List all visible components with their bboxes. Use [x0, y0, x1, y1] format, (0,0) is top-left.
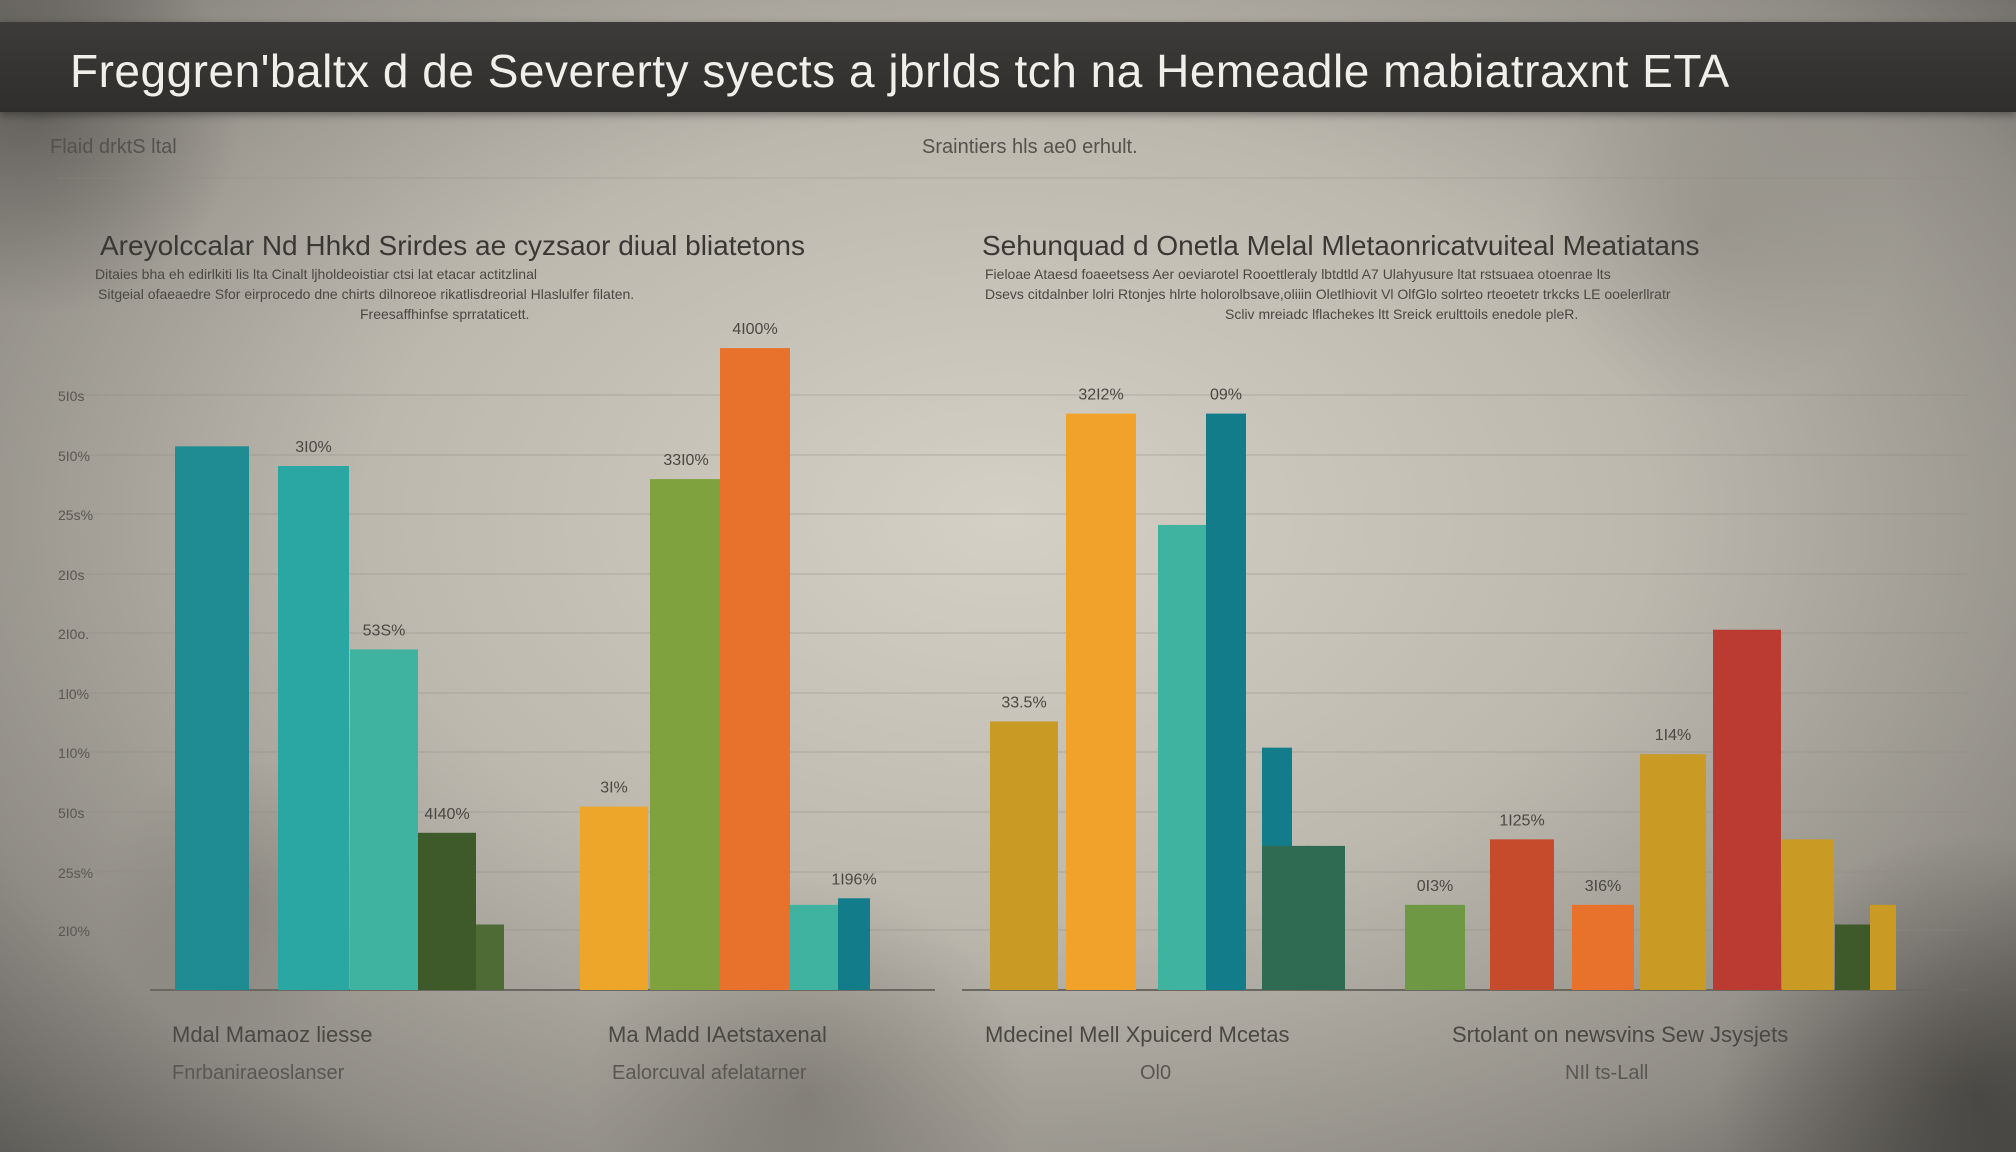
bar: [278, 466, 349, 990]
top-label-left: Flaid drktS ltal: [50, 136, 177, 158]
bar: [1572, 904, 1634, 990]
bar: [1835, 924, 1871, 990]
category-sublabel-4: NIl ts-Lall: [1565, 1062, 1649, 1084]
bar: [650, 479, 722, 990]
data-label: 1I4%: [1655, 727, 1691, 744]
panel-title-left: Areyolccalar Nd Hhkd Srirdes ae cyzsaor …: [100, 230, 805, 261]
category-sublabel-2: Ealorcuval afelatarner: [612, 1062, 807, 1084]
bar: [990, 721, 1058, 990]
data-label: 4I00%: [732, 321, 777, 338]
category-label-2: Ma Madd IAetstaxenal: [608, 1022, 827, 1047]
bar: [1713, 629, 1781, 990]
y-tick-label: 5I0s: [58, 388, 84, 404]
chart-title: Freggren'baltx d de Severerty syects a j…: [70, 45, 1730, 97]
bar: [1262, 845, 1310, 990]
category-label-3: Mdecinel Mell Xpuicerd Mcetas: [985, 1022, 1290, 1047]
data-label: 1I25%: [1499, 812, 1544, 829]
y-tick-label: 1I0%: [58, 745, 90, 761]
data-label: 33I0%: [663, 452, 708, 469]
category-sublabel-1: Fnrbaniraeoslanser: [172, 1062, 345, 1084]
bar: [790, 904, 838, 990]
category-label-4: Srtolant on newsvins Sew Jsysjets: [1452, 1022, 1789, 1047]
bar: [350, 649, 418, 990]
y-tick-label: 25s%: [58, 865, 93, 881]
bar: [1490, 839, 1554, 990]
data-label: 3I%: [600, 780, 628, 797]
panel-subtitle-right-1: Fieloae Ataesd foaeetsess Aer oeviarotel…: [985, 266, 1611, 282]
y-tick-label: 25s%: [58, 507, 93, 523]
bar: [418, 832, 476, 990]
title-bar: Freggren'baltx d de Severerty syects a j…: [0, 22, 2016, 112]
bar: [1405, 904, 1465, 990]
panel-subtitle-left-2: Sitgeial ofaeaedre Sfor eirprocedo dne c…: [98, 286, 635, 302]
panel-title-right: Sehunquad d Onetla Melal Mletaonricatvui…: [982, 230, 1700, 261]
data-label: 33.5%: [1001, 694, 1046, 711]
y-tick-label: 5I0s: [58, 805, 84, 821]
data-label: 32I2%: [1078, 387, 1123, 404]
data-label: 53S%: [363, 622, 406, 639]
bar: [1305, 845, 1345, 990]
y-tick-label: 2I0o.: [58, 626, 89, 642]
data-label: 3I0%: [295, 439, 331, 456]
data-label: 09%: [1210, 387, 1242, 404]
bar: [838, 898, 870, 990]
bar: [1066, 413, 1136, 991]
panel-subtitle-left-1: Ditaies bha eh edirlkiti lis lta Cinalt …: [95, 266, 537, 282]
panel-subtitle-right-3: Scliv mreiadc lflachekes ltt Sreick erul…: [1225, 306, 1579, 322]
bar: [1870, 904, 1896, 990]
data-label: 4I40%: [424, 806, 469, 823]
category-label-1: Mdal Mamaoz liesse: [172, 1022, 373, 1047]
bar: [720, 348, 790, 991]
bar: [1158, 524, 1206, 990]
y-tick-label: 1l0%: [58, 686, 89, 702]
bar: [1640, 754, 1706, 990]
y-tick-label: 2I0%: [58, 923, 90, 939]
bar: [1206, 413, 1246, 991]
bar: [1782, 839, 1834, 990]
data-label: 0I3%: [1417, 878, 1453, 895]
data-label: 3I6%: [1585, 878, 1621, 895]
category-sublabel-3: Ol0: [1140, 1062, 1172, 1084]
bar: [175, 446, 249, 991]
bar: [580, 806, 648, 990]
bar: [476, 924, 504, 990]
top-label-center: Sraintiers hls ae0 erhult.: [922, 136, 1138, 158]
y-tick-label: 5I0%: [58, 448, 90, 464]
data-label: 1I96%: [831, 871, 876, 888]
y-tick-label: 2I0s: [58, 567, 84, 583]
panel-subtitle-left-3: Freesaffhinfse sprrataticett.: [360, 306, 530, 322]
panel-subtitle-right-2: Dsevs citdalnber lolri Rtonjes hlrte hol…: [985, 286, 1671, 302]
